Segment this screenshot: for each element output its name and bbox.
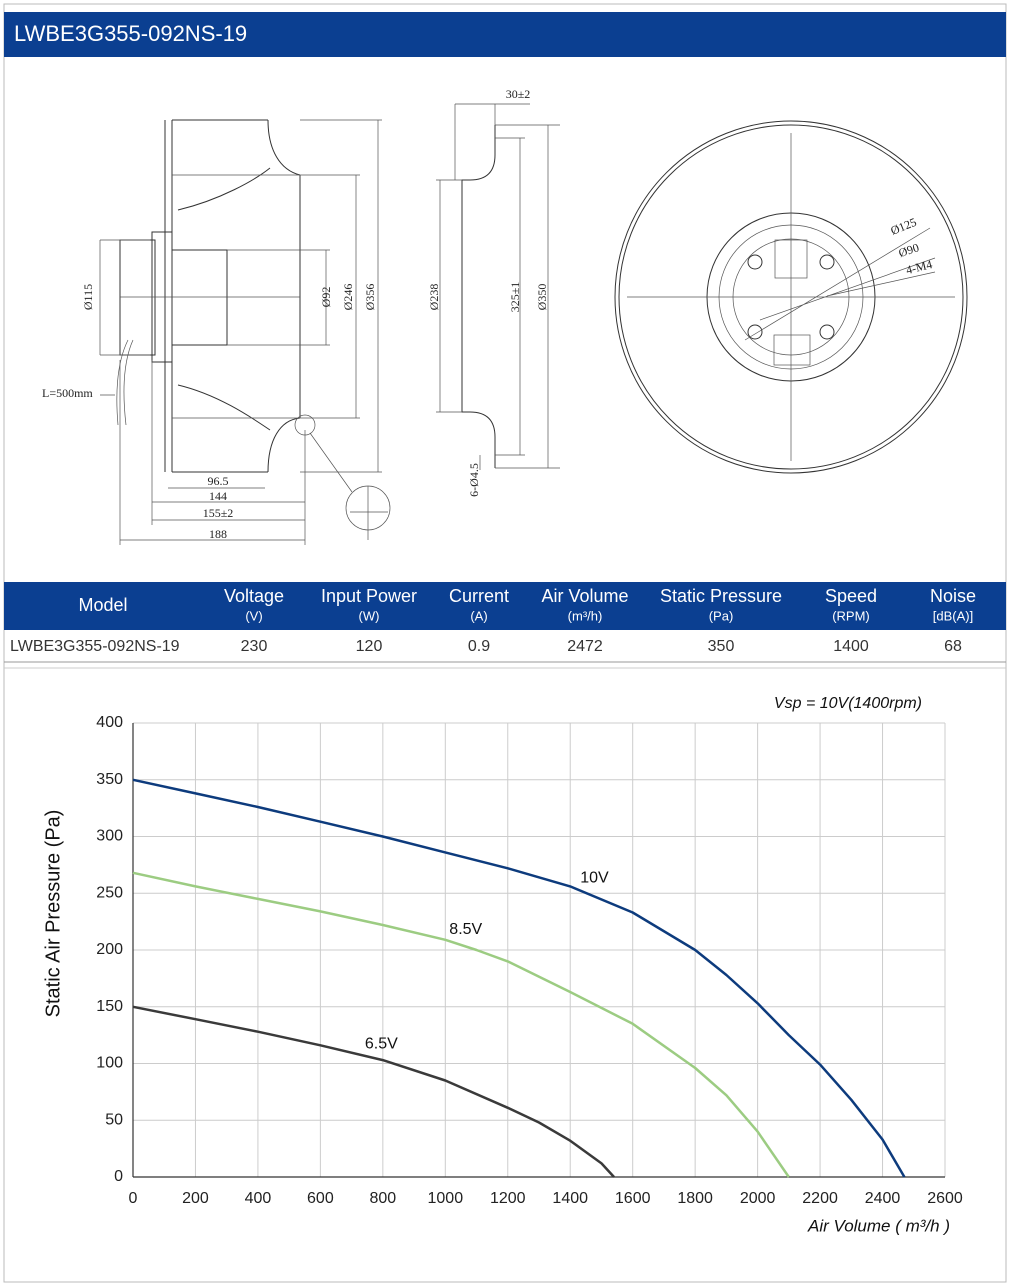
length-dims (119, 360, 306, 545)
x-tick-label: 1800 (677, 1190, 713, 1207)
y-tick-label: 300 (96, 828, 123, 845)
table-unit: (W) (359, 608, 380, 623)
table-header: Static Pressure (660, 586, 782, 606)
table-unit: (RPM) (832, 608, 870, 623)
detail-leader (309, 432, 353, 493)
detail-lines (350, 486, 388, 540)
table-header: Voltage (224, 586, 284, 606)
series-line (132, 1005, 615, 1178)
detail-marker (294, 414, 316, 436)
x-tick-label: 200 (182, 1190, 209, 1207)
x-tick-label: 1200 (490, 1190, 526, 1207)
dim-label: Ø115 (81, 284, 95, 310)
table-cell: 120 (356, 638, 383, 655)
dim-label: 155±2 (203, 506, 234, 520)
series-label: 10V (580, 870, 609, 887)
table-header-bar (4, 582, 1006, 630)
dim-label: Ø356 (363, 284, 377, 311)
y-tick-label: 50 (105, 1111, 123, 1128)
table-header: Current (449, 586, 509, 606)
dim-label: 30±2 (506, 87, 531, 101)
table-cell: 2472 (567, 638, 603, 655)
x-tick-label: 0 (129, 1190, 138, 1207)
dim-label: Ø246 (341, 284, 355, 311)
y-tick-label: 200 (96, 941, 123, 958)
x-tick-label: 800 (369, 1190, 396, 1207)
x-tick-label: 1000 (428, 1190, 464, 1207)
table-cell: 1400 (833, 638, 869, 655)
header-title: LWBE3G355-092NS-19 (14, 21, 247, 46)
rotor (171, 249, 228, 346)
x-tick-label: 1600 (615, 1190, 651, 1207)
dim-label: Ø125 (889, 215, 919, 238)
dim-label: 144 (209, 489, 227, 503)
x-tick-label: 1400 (552, 1190, 588, 1207)
dim-label: 4-M4 (904, 257, 933, 277)
series-label: 6.5V (365, 1035, 398, 1052)
annotation: Vsp = 10V(1400rpm) (774, 695, 922, 712)
table-cell: 0.9 (468, 638, 490, 655)
mount-hole (819, 324, 835, 340)
table-unit: (Pa) (709, 608, 734, 623)
profile-outline (461, 125, 496, 468)
table-cell: 68 (944, 638, 962, 655)
mount-hole (747, 324, 763, 340)
dim-label: 325±1 (508, 282, 522, 313)
cable-gland (773, 334, 811, 366)
impeller-outline (164, 119, 301, 473)
table-unit: (A) (470, 608, 487, 623)
dim-label: Ø238 (427, 284, 441, 311)
profile-dims (436, 103, 560, 470)
y-tick-label: 350 (96, 771, 123, 788)
outer-ring-inner (618, 124, 964, 470)
x-tick-label: 2400 (865, 1190, 901, 1207)
x-tick-label: 2600 (927, 1190, 963, 1207)
table-cell: LWBE3G355-092NS-19 (10, 638, 180, 655)
table-header: Input Power (321, 586, 417, 606)
header-bar (4, 12, 1006, 57)
x-axis-label: Air Volume ( m³/h ) (807, 1216, 950, 1235)
table-unit: (m³/h) (568, 608, 603, 623)
dim-label: 188 (209, 527, 227, 541)
y-tick-label: 250 (96, 884, 123, 901)
cable (100, 339, 134, 426)
mount-hole (819, 254, 835, 270)
table-header: Speed (825, 586, 877, 606)
dimension-lines (99, 119, 382, 473)
y-tick-label: 0 (114, 1168, 123, 1185)
y-tick-label: 150 (96, 998, 123, 1015)
x-tick-label: 2200 (802, 1190, 838, 1207)
dim-label: Ø90 (897, 240, 921, 260)
y-tick-label: 100 (96, 1055, 123, 1072)
outer-ring (614, 120, 968, 474)
series-line (132, 778, 906, 1178)
spec-table: Model Voltage (V) Input Power (W) Current (A) A… (4, 582, 1006, 663)
dim-label: 6-Ø4.5 (467, 463, 481, 497)
table-cell: 230 (241, 638, 268, 655)
mount-hole (747, 254, 763, 270)
page-border (3, 3, 1007, 1283)
series-line (132, 871, 790, 1178)
motor-body (119, 239, 156, 356)
x-tick-label: 400 (245, 1190, 272, 1207)
dim-label: 96.5 (208, 474, 229, 488)
y-tick-label: 400 (96, 714, 123, 731)
table-header: Air Volume (541, 586, 628, 606)
dim-label: Ø350 (535, 284, 549, 311)
dim-label: L=500mm (42, 386, 93, 400)
table-header: Model (78, 595, 127, 615)
chart: 0 50 100 150 200 250 300 350 400 0 200 400 600 800 100… (42, 695, 963, 1235)
table-header: Noise (930, 586, 976, 606)
x-tick-label: 2000 (740, 1190, 776, 1207)
center-lines (627, 133, 955, 461)
table-cell: 350 (708, 638, 735, 655)
x-tick-label: 600 (307, 1190, 334, 1207)
dim-label: Ø92 (319, 287, 333, 308)
table-unit: [dB(A)] (933, 608, 973, 623)
technical-drawing: Ø115 Ø92 Ø246 Ø356 L=500mm 96.5 144 155±… (42, 87, 968, 545)
table-unit: (V) (245, 608, 262, 623)
series-label: 8.5V (449, 921, 482, 938)
y-axis-label: Static Air Pressure (Pa) (42, 810, 64, 1018)
